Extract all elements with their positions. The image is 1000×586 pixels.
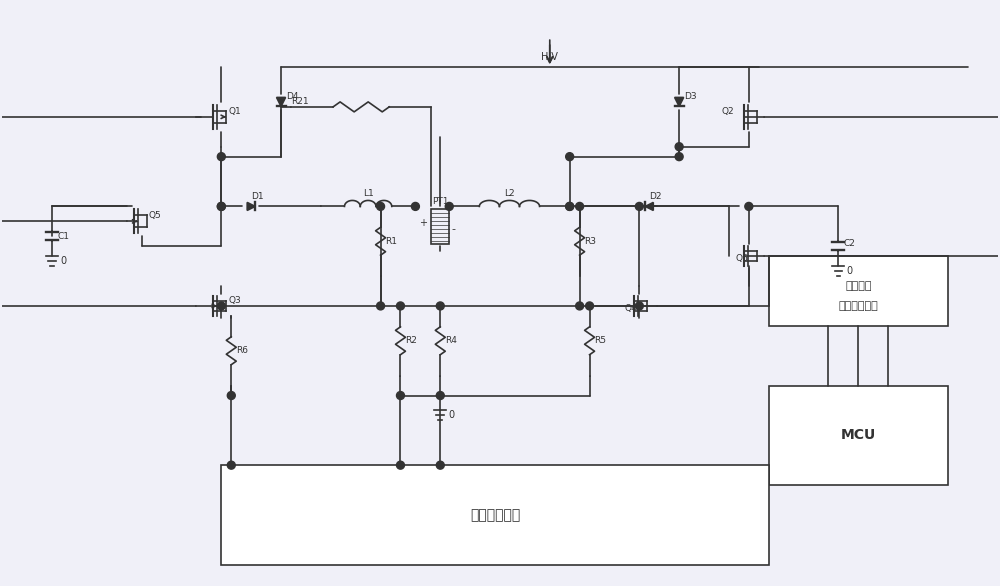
Text: 电压差値: 电压差値 <box>845 281 872 291</box>
Text: 斜率监控电路: 斜率监控电路 <box>838 301 878 311</box>
Bar <box>769 386 948 485</box>
Circle shape <box>396 461 404 469</box>
Circle shape <box>227 391 235 400</box>
Text: R5: R5 <box>595 336 607 345</box>
Text: Q4: Q4 <box>624 304 637 313</box>
Polygon shape <box>675 97 684 107</box>
Text: D1: D1 <box>251 192 264 202</box>
Text: Q5: Q5 <box>149 212 161 220</box>
Text: C2: C2 <box>843 239 855 248</box>
Circle shape <box>396 302 404 310</box>
Circle shape <box>217 202 225 210</box>
Text: R21: R21 <box>291 97 309 107</box>
Text: D4: D4 <box>286 92 299 101</box>
Text: Q6: Q6 <box>736 254 749 263</box>
Text: C1: C1 <box>57 232 69 241</box>
Polygon shape <box>247 202 255 210</box>
Circle shape <box>566 202 574 210</box>
Bar <box>769 256 948 326</box>
Text: PT1: PT1 <box>432 197 449 206</box>
Circle shape <box>635 202 643 210</box>
Circle shape <box>436 461 444 469</box>
Text: Q3: Q3 <box>228 296 241 305</box>
Polygon shape <box>277 97 286 107</box>
Text: D2: D2 <box>649 192 662 202</box>
Circle shape <box>566 202 574 210</box>
Text: R3: R3 <box>585 237 597 246</box>
Text: 短路保护电路: 短路保护电路 <box>470 508 520 522</box>
Text: R1: R1 <box>386 237 398 246</box>
Circle shape <box>396 391 404 400</box>
Circle shape <box>635 302 643 310</box>
Circle shape <box>217 153 225 161</box>
Polygon shape <box>645 202 653 210</box>
Circle shape <box>566 153 574 161</box>
Circle shape <box>436 302 444 310</box>
Circle shape <box>377 302 385 310</box>
Text: 0: 0 <box>847 266 853 276</box>
Circle shape <box>675 143 683 151</box>
Bar <box>221 465 769 565</box>
Text: -: - <box>451 224 455 234</box>
Circle shape <box>377 202 385 210</box>
Circle shape <box>745 202 753 210</box>
Circle shape <box>586 302 594 310</box>
Circle shape <box>217 302 225 310</box>
Text: L2: L2 <box>504 189 515 199</box>
Text: 0: 0 <box>449 410 455 420</box>
Bar <box>431 209 449 244</box>
Circle shape <box>217 202 225 210</box>
Text: HIV: HIV <box>541 52 558 62</box>
Circle shape <box>675 153 683 161</box>
Text: R4: R4 <box>445 336 457 345</box>
Circle shape <box>576 302 584 310</box>
Text: R2: R2 <box>405 336 417 345</box>
Text: Q1: Q1 <box>228 107 241 116</box>
Text: D3: D3 <box>684 92 697 101</box>
Text: MCU: MCU <box>841 428 876 442</box>
Circle shape <box>436 391 444 400</box>
Text: +: + <box>419 219 427 229</box>
Text: L1: L1 <box>363 189 374 199</box>
Text: R6: R6 <box>236 346 248 355</box>
Circle shape <box>227 461 235 469</box>
Text: Q2: Q2 <box>721 107 734 116</box>
Circle shape <box>411 202 419 210</box>
Text: 0: 0 <box>60 256 67 266</box>
Circle shape <box>445 202 453 210</box>
Circle shape <box>576 202 584 210</box>
